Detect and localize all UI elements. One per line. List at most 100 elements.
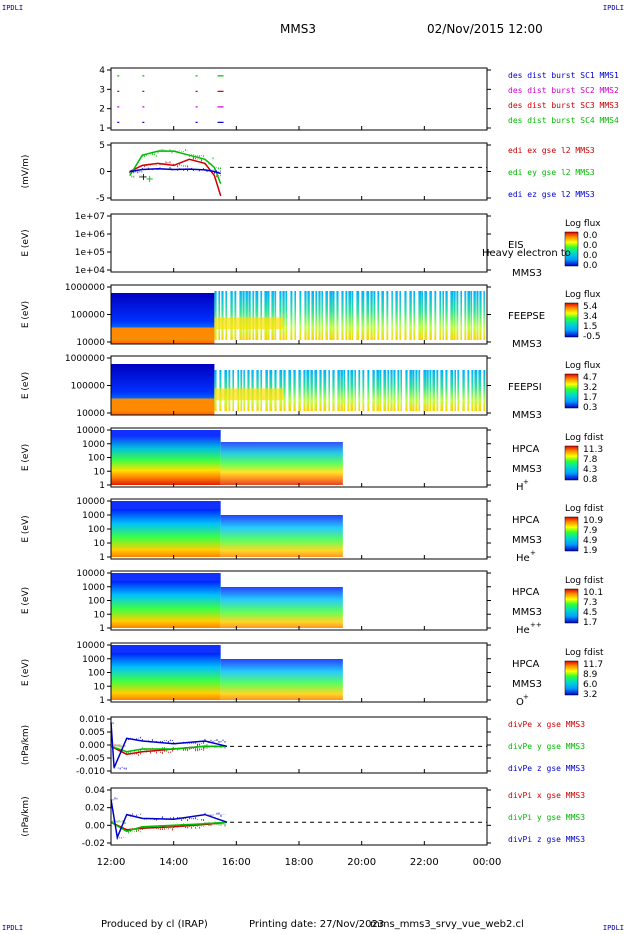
colorbar-tick-label: 3.2 — [583, 383, 597, 393]
ytick-label: 1e+04 — [75, 266, 106, 276]
feeps-stripe — [450, 291, 454, 340]
ytick-label: 1 — [99, 624, 105, 634]
feeps-stripe — [483, 370, 486, 411]
feeps-stripe — [439, 291, 442, 340]
panel-frame-divpe — [110, 716, 488, 774]
y-axis-label: E (eV) — [21, 301, 31, 328]
feeps-stripe — [391, 291, 393, 340]
charge-label: + — [530, 549, 536, 557]
feeps-stripe — [445, 291, 448, 340]
xtick-label: 16:00 — [222, 857, 251, 868]
page-date: 02/Nov/2015 12:00 — [427, 22, 543, 36]
feeps-stripe — [311, 291, 315, 340]
spacecraft-label: MMS3 — [512, 679, 542, 690]
burst-mark — [117, 90, 120, 92]
footer-filename: mms_mms3_srvy_vue_web2.cl — [370, 919, 524, 930]
hpca-block-late — [220, 515, 343, 557]
feeps-stripe — [348, 291, 352, 340]
ytick-label: 1e+06 — [75, 230, 106, 240]
hpca-block-late — [220, 659, 343, 700]
ytick-label: 1000 — [82, 583, 105, 593]
plot-area: 4 3 2 1 des dist burst SC1 MMS1 des dist burs… — [21, 66, 619, 868]
species-label: He — [516, 553, 530, 564]
feeps-stripe — [361, 291, 365, 340]
ytick-label: 100000 — [71, 382, 106, 392]
feeps-stripe — [230, 291, 233, 340]
colorbar-tick-label: 4.3 — [583, 465, 597, 475]
ytick-label: 1 — [99, 553, 105, 563]
ytick-label: 0.00 — [85, 821, 105, 831]
feeps-stripe — [386, 291, 389, 340]
legend-entry: des dist burst SC1 MMS1 — [508, 71, 619, 80]
feeps-stripe — [372, 370, 375, 411]
feeps-stripe — [248, 291, 251, 340]
ytick-label: 10 — [94, 539, 106, 549]
spacecraft-label: MMS3 — [512, 535, 542, 546]
ytick-label: 10 — [94, 610, 106, 620]
ytick-label: 0.04 — [85, 786, 105, 796]
edi-marker: + — [139, 172, 147, 183]
colorbar-tick-label: 1.5 — [583, 322, 597, 332]
feeps-stripe — [315, 291, 318, 340]
feeps-stripe — [271, 291, 274, 340]
ytick-label: 10 — [94, 467, 106, 477]
feeps-stripe — [264, 291, 268, 340]
series-line — [110, 745, 227, 753]
spectrogram-layer — [111, 291, 486, 700]
feeps-stripe — [393, 370, 396, 411]
feeps-low-energy-band — [111, 398, 215, 410]
panel-frame-burst — [110, 67, 488, 131]
feeps-stripe — [319, 370, 322, 411]
feeps-stripe — [453, 291, 456, 340]
ytick-label: 5 — [99, 141, 105, 151]
colorbar-tick-label: 6.0 — [583, 680, 598, 690]
feeps-stripe — [379, 370, 382, 411]
feeps-stripe — [479, 291, 482, 340]
feeps-stripe — [409, 291, 412, 340]
feeps-stripe — [293, 370, 296, 411]
feeps-stripe — [456, 291, 459, 340]
footer-produced: Produced by cl (IRAP) — [101, 919, 208, 930]
feeps-stripe — [282, 291, 285, 340]
feeps-stripe — [409, 370, 413, 411]
feeps-stripe — [337, 370, 340, 411]
feeps-stripe — [358, 370, 361, 411]
hpca-block-early — [111, 509, 221, 557]
line-series-layer — [110, 75, 487, 841]
colorbar — [564, 231, 579, 267]
colorbar-tick-label: 1.9 — [583, 546, 598, 556]
feeps-stripe — [413, 291, 416, 340]
y-axis-label: (nPa/km) — [21, 725, 31, 765]
feeps-stripe — [397, 370, 400, 411]
feeps-stripe — [252, 291, 255, 340]
y-axis-label: E (eV) — [21, 444, 31, 471]
colorbar — [564, 445, 579, 481]
y-axis-label: (mV/m) — [21, 155, 31, 189]
feeps-stripe — [294, 291, 297, 340]
feeps-low-energy-band — [111, 327, 215, 339]
feeps-stripe — [307, 291, 310, 340]
ytick-label: -5 — [96, 194, 105, 204]
burst-mark — [117, 121, 120, 123]
ytick-label: 0.005 — [79, 728, 105, 738]
feeps-stripe — [218, 291, 221, 340]
feeps-stripe — [381, 291, 384, 340]
feeps-stripe — [471, 370, 474, 411]
feeps-stripe — [373, 291, 376, 340]
ytick-label: 0.010 — [79, 715, 105, 725]
instrument-label: HPCA — [512, 587, 540, 598]
feeps-stripe — [329, 291, 333, 340]
feeps-stripe — [432, 370, 435, 411]
feeps-yellow-band — [214, 388, 284, 401]
feeps-stripe — [450, 370, 454, 411]
ytick-label: 10000 — [76, 641, 105, 651]
feeps-yellow-band — [214, 317, 284, 330]
colorbar-tick-label: 0.8 — [583, 475, 598, 485]
colorbar — [564, 302, 579, 338]
burst-mark — [142, 90, 145, 92]
ytick-label: 10000 — [76, 409, 105, 419]
feeps-stripe — [242, 291, 245, 340]
colorbar-tick-label: 10.9 — [583, 516, 603, 526]
legend-entry: edi ey gse l2 MMS3 — [508, 168, 595, 177]
charge-label: ++ — [530, 621, 542, 629]
